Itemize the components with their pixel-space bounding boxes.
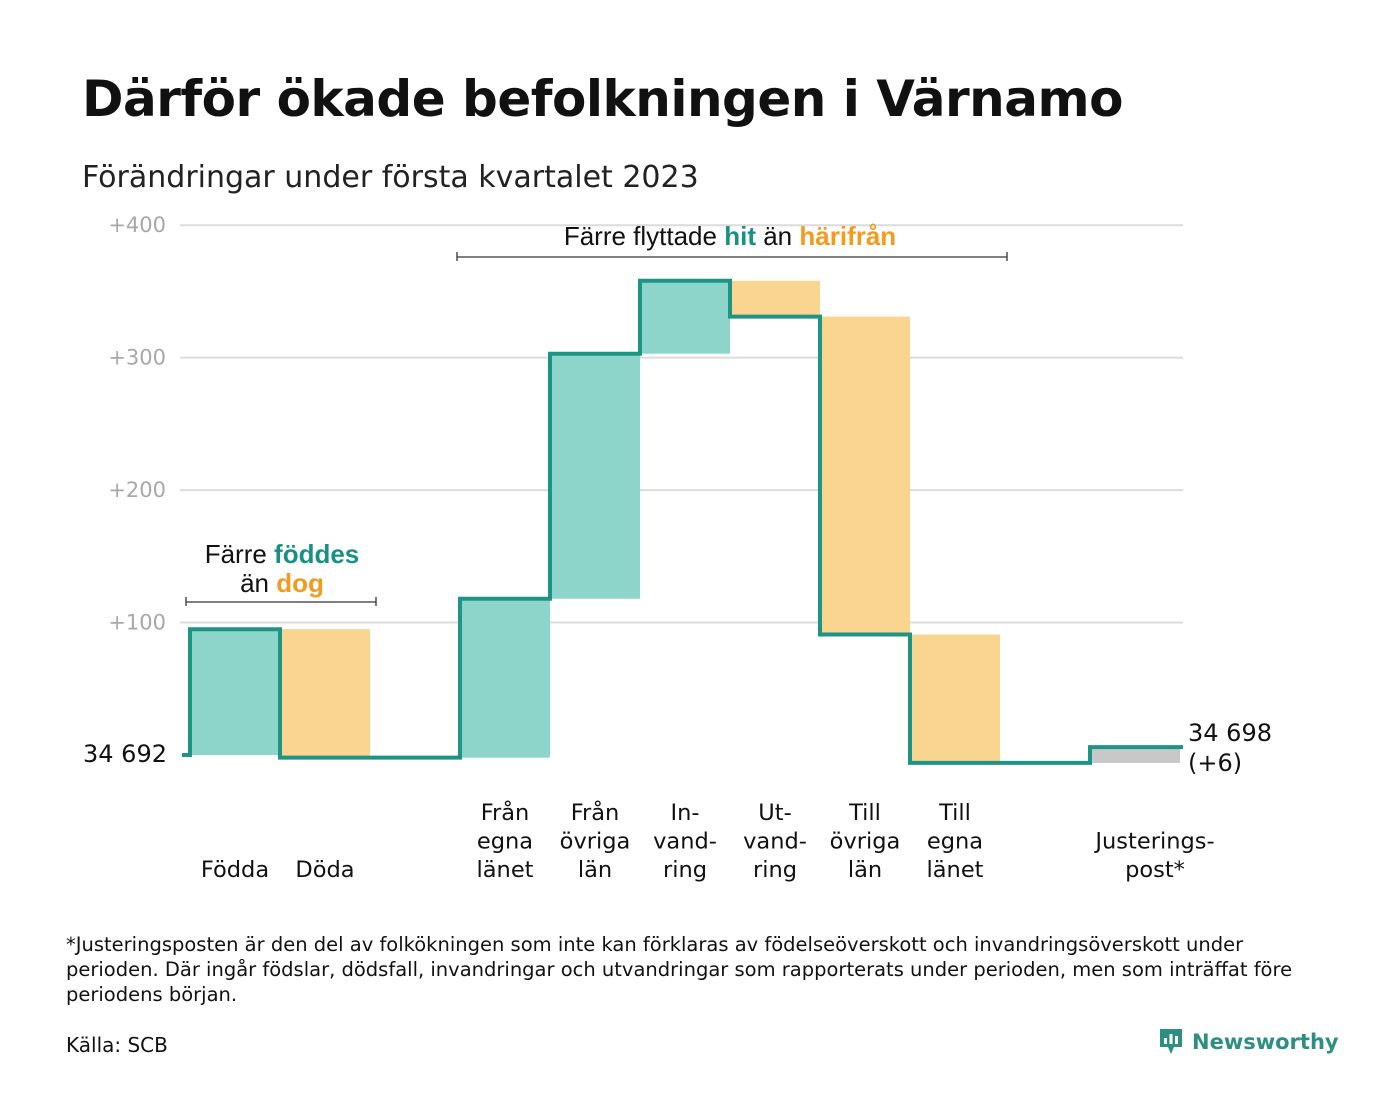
bar-decrease xyxy=(280,629,370,758)
start-value-label: 34 692 xyxy=(83,740,167,768)
category-label: länet xyxy=(477,857,534,883)
newsworthy-logo: Newsworthy xyxy=(1158,1027,1339,1057)
category-label: övriga xyxy=(560,829,631,855)
category-label: Döda xyxy=(295,857,354,883)
category-label: egna xyxy=(477,829,533,855)
category-label: vand- xyxy=(653,829,717,855)
category-label: län xyxy=(848,857,882,883)
waterfall-chart: +400+300+200+100 Födda DödaFrånegnalänetF… xyxy=(83,213,1272,883)
category-label: övriga xyxy=(830,829,901,855)
category-label: egna xyxy=(927,829,983,855)
annotation-migration-bracket xyxy=(456,252,1008,261)
category-label: Från xyxy=(481,798,530,826)
category-label: post* xyxy=(1125,857,1185,883)
newsworthy-logo-icon xyxy=(1160,1029,1182,1054)
category-label: Till xyxy=(938,800,971,826)
y-tick-label: +100 xyxy=(108,611,166,635)
annotation-births-deaths: Färre föddes än dog xyxy=(185,539,377,606)
annotation-births-deaths-line1: Färre föddes xyxy=(205,539,360,569)
end-change-label: (+6) xyxy=(1188,749,1242,777)
category-label: länet xyxy=(927,857,984,883)
newsworthy-logo-text: Newsworthy xyxy=(1192,1030,1339,1054)
bar-increase xyxy=(550,353,640,599)
bar-increase xyxy=(190,629,280,755)
bar-increase xyxy=(460,598,550,758)
annotation-migration-text: Färre flyttade hit än härifrån xyxy=(564,221,896,251)
footnote: *Justeringsposten är den del av folkökni… xyxy=(66,933,1293,1006)
category-label: ring xyxy=(663,857,707,883)
chart-title: Därför ökade befolkningen i Värnamo xyxy=(82,70,1123,128)
category-label: In- xyxy=(670,800,699,826)
category-label: Ut- xyxy=(758,800,791,826)
category-label: ring xyxy=(753,857,797,883)
y-tick-label: +400 xyxy=(108,213,166,237)
category-label: vand- xyxy=(743,829,807,855)
running-total-path xyxy=(182,278,1183,765)
source-label: Källa: SCB xyxy=(66,1033,168,1057)
end-value-label: 34 698 xyxy=(1188,719,1272,747)
bar-adjustment xyxy=(1090,747,1180,763)
y-axis-ticks: +400 +300 +200 +100 xyxy=(108,213,166,634)
category-label: Till xyxy=(848,800,881,826)
chart-subtitle: Förändringar under första kvartalet 2023 xyxy=(82,160,699,195)
bar-increase xyxy=(640,280,730,354)
running-total-line xyxy=(182,278,1183,765)
category-label: län xyxy=(578,857,612,883)
annotation-births-deaths-line2: än dog xyxy=(240,568,324,598)
bar-decrease xyxy=(730,280,820,317)
annotation-births-deaths-bracket xyxy=(185,597,377,606)
bar-decrease xyxy=(820,316,910,635)
category-label: Från xyxy=(571,798,620,826)
gridlines xyxy=(180,224,1183,624)
category-label: Justerings- xyxy=(1093,829,1214,855)
y-tick-label: +300 xyxy=(108,346,166,370)
category-labels: Födda DödaFrånegnalänetFrånövrigalänIn-va… xyxy=(201,798,1215,883)
annotation-migration: Färre flyttade hit än härifrån xyxy=(456,221,1008,261)
y-tick-label: +200 xyxy=(108,478,166,502)
category-label: Födda xyxy=(201,857,269,883)
bar-decrease xyxy=(910,634,1000,763)
bars xyxy=(190,280,1180,763)
